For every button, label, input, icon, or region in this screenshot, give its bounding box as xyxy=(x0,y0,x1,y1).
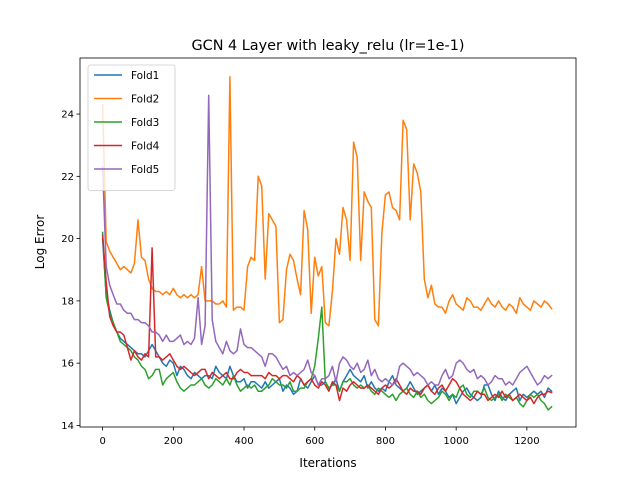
y-tick-label: 14 xyxy=(61,421,74,432)
y-tick-label: 24 xyxy=(61,110,74,121)
axes: 0 200 400 600 800 1000 1200 14 16 18 20 22 24 xyxy=(61,57,577,447)
y-tick-label: 22 xyxy=(61,172,74,183)
legend-label-fold2: Fold2 xyxy=(131,94,159,106)
x-tick-label: 1000 xyxy=(443,436,468,447)
x-tick-label: 600 xyxy=(305,436,324,447)
x-tick-label: 200 xyxy=(164,436,183,447)
series-line-fold2 xyxy=(101,75,553,327)
y-tick-label: 16 xyxy=(61,359,74,370)
chart-title: GCN 4 Layer with leaky_relu (lr=1e-1) xyxy=(192,38,465,54)
y-tick-label: 18 xyxy=(61,296,74,307)
legend-label-fold4: Fold4 xyxy=(131,141,160,153)
legend-label-fold1: Fold1 xyxy=(131,70,159,82)
legend-label-fold5: Fold5 xyxy=(131,164,159,176)
legend-box xyxy=(87,64,176,191)
x-tick-label: 400 xyxy=(234,436,253,447)
x-tick-label: 0 xyxy=(99,436,105,447)
y-axis-label: Log Error xyxy=(33,215,47,270)
plot-area xyxy=(101,75,553,411)
y-tick-label: 20 xyxy=(61,234,74,245)
legend-label-fold3: Fold3 xyxy=(131,117,159,129)
plot-frame xyxy=(79,57,577,428)
legend: Fold1 Fold2 Fold3 Fold4 Fold5 xyxy=(87,64,176,191)
x-tick-label: 1200 xyxy=(514,436,539,447)
series-line-fold5 xyxy=(101,94,553,386)
x-axis-label: Iterations xyxy=(299,456,356,470)
x-tick-label: 800 xyxy=(376,436,395,447)
series-line-fold4 xyxy=(101,234,553,405)
